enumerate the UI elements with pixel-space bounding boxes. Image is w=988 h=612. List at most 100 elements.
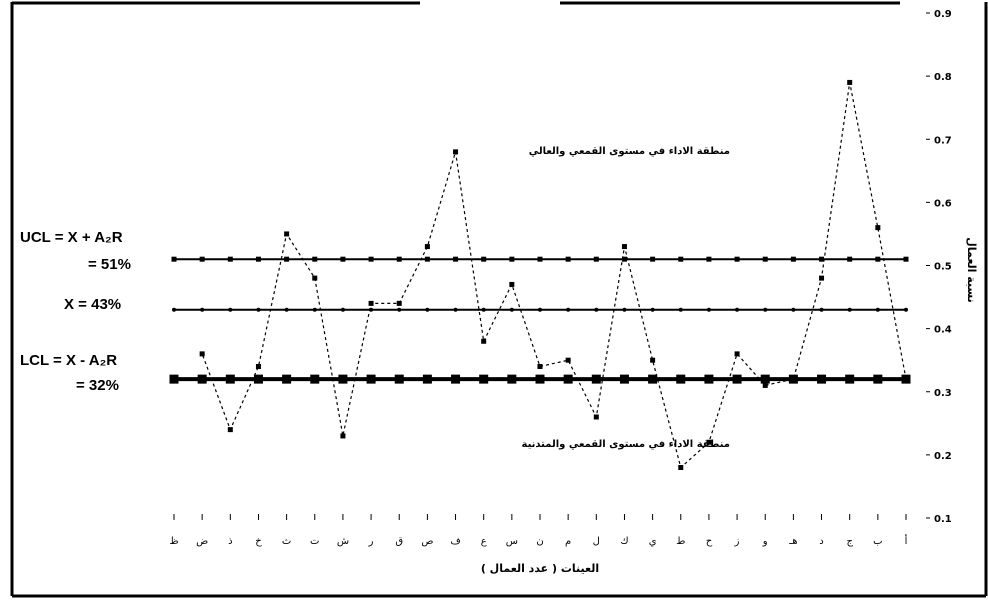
- annotation-high-zone: منطقة الاداء في مستوى القمعي والعالي: [529, 146, 730, 157]
- data-point-1: [875, 225, 881, 231]
- y-tick-label-8: 0.9: [934, 9, 952, 20]
- data-point-4: [790, 376, 796, 382]
- control-marker-1-2: [847, 307, 852, 312]
- control-marker-0-9: [650, 256, 656, 262]
- control-marker-0-4: [790, 256, 796, 262]
- data-point-2: [847, 79, 853, 85]
- control-marker-2-3: [817, 374, 827, 384]
- annotation-low-zone: منطقة الاداء في مستوى القمعي والمتدنية: [522, 439, 731, 450]
- data-point-18: [396, 300, 402, 306]
- x-tick-label-17: ص: [421, 536, 433, 547]
- control-marker-2-21: [310, 374, 320, 384]
- x-tick-label-19: ر: [368, 536, 374, 547]
- data-point-10: [621, 244, 627, 250]
- control-marker-1-9: [650, 307, 655, 312]
- control-marker-1-16: [453, 307, 458, 312]
- data-point-25: [199, 351, 205, 357]
- control-marker-2-23: [253, 374, 263, 384]
- control-marker-1-14: [509, 307, 514, 312]
- control-marker-1-8: [678, 307, 683, 312]
- control-marker-2-2: [845, 374, 855, 384]
- data-point-8: [678, 465, 684, 470]
- control-marker-2-6: [732, 374, 742, 384]
- control-marker-0-3: [819, 256, 825, 262]
- data-point-24: [227, 427, 233, 433]
- x-tick-label-10: ك: [620, 536, 628, 547]
- y-tick-label-5: 0.6: [934, 198, 952, 209]
- data-point-19: [368, 300, 374, 306]
- x-tick-label-20: ش: [337, 536, 349, 547]
- control-marker-1-1: [875, 307, 880, 312]
- x-tick-label-2: ج: [846, 536, 853, 547]
- control-marker-2-19: [366, 374, 376, 384]
- control-marker-2-16: [451, 374, 461, 384]
- control-marker-0-15: [481, 256, 487, 262]
- control-marker-1-26: [172, 307, 176, 312]
- control-marker-1-12: [566, 307, 571, 312]
- x-tick-label-9: ي: [649, 536, 657, 547]
- data-point-20: [340, 433, 346, 439]
- control-marker-1-17: [425, 307, 430, 312]
- control-marker-0-13: [537, 256, 543, 262]
- control-marker-2-22: [282, 374, 292, 384]
- control-marker-1-7: [706, 307, 711, 312]
- control-marker-0-19: [368, 256, 374, 262]
- control-marker-0-17: [424, 256, 430, 262]
- control-marker-2-12: [563, 374, 573, 384]
- center-line-label: X = 43%: [64, 296, 122, 313]
- data-point-22: [284, 231, 290, 237]
- x-tick-label-7: ح: [706, 536, 713, 547]
- control-marker-2-14: [507, 374, 517, 384]
- control-marker-2-5: [760, 374, 770, 384]
- data-point-11: [593, 414, 599, 420]
- x-tick-label-22: ث: [282, 536, 291, 547]
- control-marker-2-15: [479, 374, 489, 384]
- control-marker-0-0: [903, 256, 909, 262]
- data-point-3: [819, 275, 825, 281]
- control-marker-0-1: [875, 256, 881, 262]
- data-point-5: [762, 382, 768, 388]
- ucl-label-line1: UCL = X + A₂R: [20, 229, 123, 246]
- control-marker-1-21: [312, 307, 317, 312]
- data-point-12: [565, 357, 571, 363]
- data-point-14: [509, 281, 515, 287]
- x-tick-label-16: ف: [450, 536, 460, 547]
- control-marker-0-18: [396, 256, 402, 262]
- control-marker-2-7: [704, 374, 714, 384]
- control-marker-0-5: [762, 256, 768, 262]
- y-tick-label-3: 0.4: [934, 325, 952, 336]
- x-tick-label-21: ت: [310, 536, 319, 547]
- control-marker-1-6: [735, 307, 740, 312]
- y-axis-label: نسبة العمال: [965, 237, 978, 302]
- control-marker-2-11: [591, 374, 601, 384]
- control-marker-0-22: [284, 256, 290, 262]
- control-marker-2-25: [197, 374, 207, 384]
- control-marker-1-5: [763, 307, 768, 312]
- data-point-9: [650, 357, 656, 363]
- data-point-23: [255, 364, 261, 369]
- x-tick-label-0: أ: [905, 534, 908, 547]
- control-marker-1-20: [340, 307, 345, 312]
- control-marker-0-12: [565, 256, 571, 262]
- control-marker-1-0: [904, 307, 908, 312]
- x-tick-label-1: ب: [873, 536, 882, 547]
- x-tick-label-26: ظ: [169, 536, 178, 547]
- data-series-line: [201, 82, 907, 469]
- x-tick-label-13: ن: [536, 536, 543, 547]
- control-marker-1-22: [284, 307, 289, 312]
- control-marker-1-24: [228, 307, 233, 312]
- control-marker-0-8: [678, 256, 684, 262]
- y-tick-label-2: 0.3: [934, 388, 952, 399]
- x-tick-label-25: ض: [196, 536, 208, 547]
- control-marker-0-6: [734, 256, 740, 262]
- control-marker-0-10: [621, 256, 627, 262]
- control-marker-1-15: [481, 307, 486, 312]
- control-marker-2-1: [873, 374, 883, 384]
- control-marker-2-10: [619, 374, 629, 384]
- x-tick-label-18: ق: [395, 536, 403, 547]
- control-marker-1-3: [819, 307, 824, 312]
- control-marker-1-25: [200, 307, 205, 312]
- control-marker-0-20: [340, 256, 346, 262]
- lcl-label-line1: LCL = X - A₂R: [20, 352, 118, 369]
